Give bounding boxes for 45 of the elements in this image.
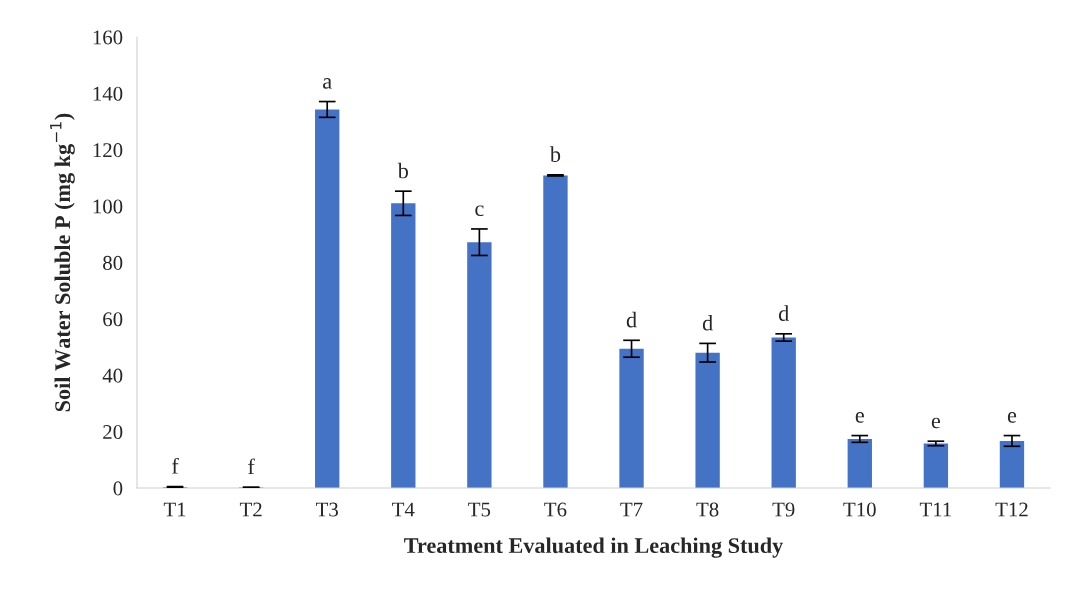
bar <box>315 109 340 488</box>
x-tick-label: T6 <box>544 502 567 517</box>
bar <box>695 352 720 488</box>
bar <box>543 175 568 488</box>
y-axis-title: Soil Water Soluble P (mg kg$^{−1}$) <box>50 113 75 412</box>
y-tick-label: 60 <box>103 312 123 327</box>
y-tick-label: 20 <box>103 425 123 440</box>
annotation: c <box>475 205 484 217</box>
annotation: f <box>172 457 179 474</box>
x-tick-label: T12 <box>995 502 1028 517</box>
bar <box>619 348 644 488</box>
annotation: b <box>397 162 408 179</box>
y-tick-label: 40 <box>102 368 123 383</box>
bar <box>923 443 949 488</box>
x-tick-label: T7 <box>620 502 643 517</box>
annotation: e <box>855 412 864 423</box>
annotation: e <box>1007 412 1017 423</box>
annotation: d <box>626 311 637 328</box>
bar <box>999 440 1025 488</box>
annotation: d <box>778 305 789 321</box>
y-tick-label: 100 <box>93 199 123 214</box>
x-tick-label: T2 <box>239 502 262 517</box>
annotation: d <box>702 314 713 331</box>
y-tick-label: 0 <box>113 481 123 496</box>
y-tick-label: 160 <box>93 30 123 45</box>
x-tick-label: T8 <box>696 502 719 517</box>
annotation: b <box>549 146 561 162</box>
x-tick-label: T11 <box>919 502 952 517</box>
x-tick-label: T3 <box>316 502 338 517</box>
bar <box>771 337 796 488</box>
x-axis-title: Treatment Evaluated in Leaching Study <box>404 537 784 558</box>
bar <box>847 438 872 488</box>
x-tick-label: T9 <box>772 502 795 517</box>
y-tick-label: 120 <box>93 143 123 158</box>
y-tick-label: 140 <box>93 86 123 101</box>
annotation: e <box>931 417 941 429</box>
annotation: a <box>323 78 332 89</box>
x-tick-label: T10 <box>843 502 876 517</box>
annotation: f <box>248 458 255 475</box>
x-tick-label: T4 <box>392 502 415 517</box>
bar <box>467 242 492 488</box>
y-tick-label: 80 <box>103 255 123 270</box>
x-tick-label: T1 <box>163 502 186 517</box>
bar <box>391 203 416 488</box>
x-tick-label: T5 <box>468 502 491 517</box>
